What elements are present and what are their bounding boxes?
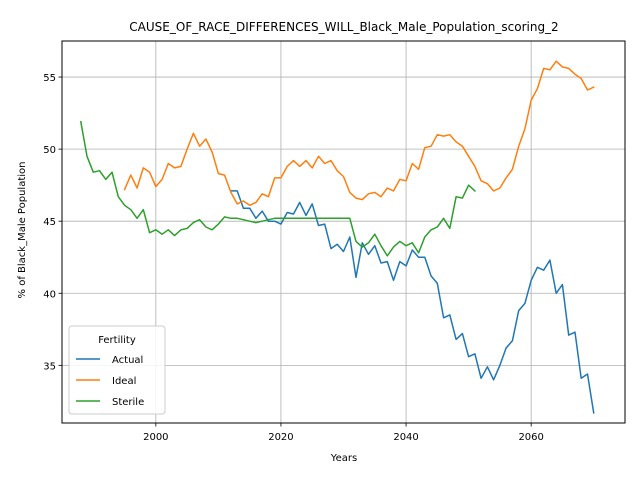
x-tick-label: 2040 [393, 432, 418, 443]
x-axis-ticks: 2000 2020 2040 2060 [143, 423, 544, 443]
y-tick-label: 50 [43, 145, 56, 156]
y-tick-label: 35 [43, 361, 56, 372]
series-line-sterile [79, 120, 476, 257]
y-tick-label: 55 [43, 73, 56, 84]
series-lines [79, 60, 595, 414]
x-axis-label: Years [330, 453, 357, 464]
legend-label-ideal: Ideal [112, 376, 136, 387]
y-axis-label: % of Black_Male Population [17, 162, 28, 299]
legend-box [68, 325, 166, 415]
y-tick-label: 45 [43, 217, 56, 228]
legend-label-actual: Actual [112, 355, 143, 366]
x-tick-label: 2000 [143, 432, 168, 443]
legend-title: Fertility [98, 335, 136, 346]
series-line-actual [230, 190, 595, 414]
legend: Fertility Actual Ideal Sterile [68, 325, 166, 415]
series-line-ideal [123, 60, 595, 207]
x-tick-label: 2020 [268, 432, 293, 443]
legend-label-sterile: Sterile [112, 397, 144, 408]
chart-title: CAUSE_OF_RACE_DIFFERENCES_WILL_Black_Mal… [129, 20, 558, 34]
y-axis-ticks: 35 40 45 50 55 [43, 73, 62, 372]
x-tick-label: 2060 [518, 432, 543, 443]
plot-frame [61, 40, 626, 424]
grid [62, 41, 625, 423]
y-tick-label: 40 [43, 289, 56, 300]
